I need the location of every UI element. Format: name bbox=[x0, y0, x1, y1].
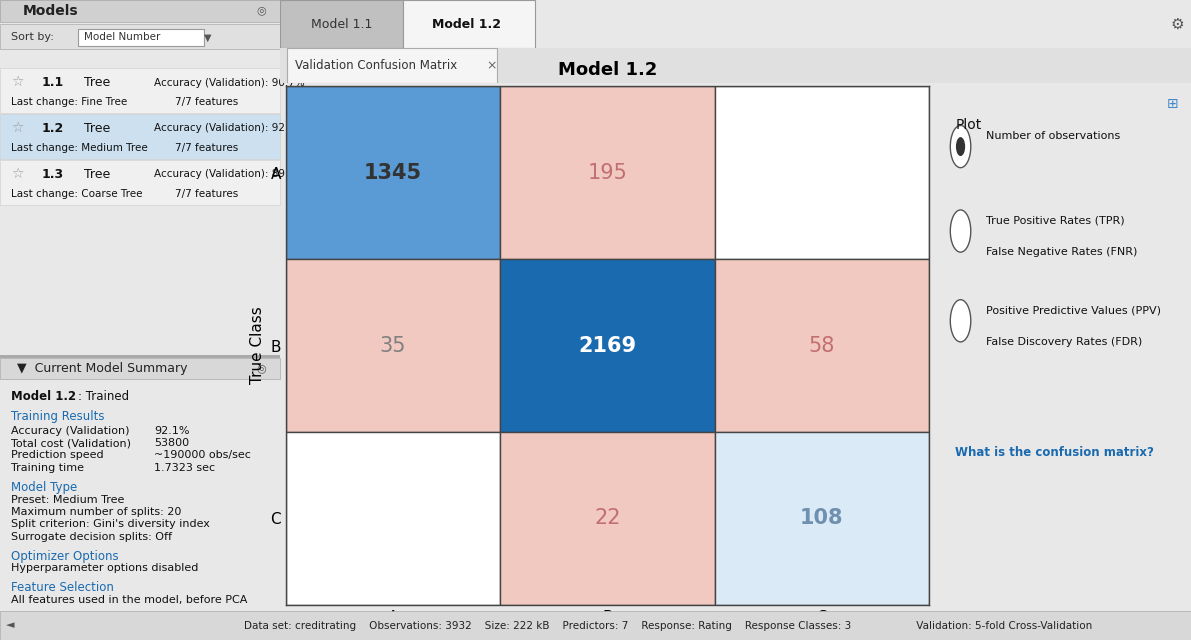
Text: Surrogate decision splits: Off: Surrogate decision splits: Off bbox=[11, 532, 173, 541]
Text: 58: 58 bbox=[809, 335, 835, 356]
Text: ☆: ☆ bbox=[11, 76, 24, 90]
Text: Model 1.1: Model 1.1 bbox=[311, 17, 373, 31]
Text: Maximum number of splits: 20: Maximum number of splits: 20 bbox=[11, 507, 181, 517]
Text: ×: × bbox=[486, 59, 497, 72]
Bar bbox=[0, 160, 280, 205]
Y-axis label: True Class: True Class bbox=[250, 307, 264, 385]
Text: Total cost (Validation): Total cost (Validation) bbox=[11, 438, 131, 448]
Bar bbox=[0, 355, 280, 358]
Text: Training Results: Training Results bbox=[11, 410, 105, 423]
Bar bbox=[500, 86, 715, 259]
Text: ☆: ☆ bbox=[11, 122, 24, 135]
Text: Positive Predictive Values (PPV): Positive Predictive Values (PPV) bbox=[986, 305, 1161, 316]
Text: 53800: 53800 bbox=[154, 438, 189, 448]
Text: Model Number: Model Number bbox=[83, 31, 161, 42]
Bar bbox=[500, 432, 715, 605]
Text: 92.1%: 92.1% bbox=[154, 426, 189, 436]
Text: Last change: Medium Tree: Last change: Medium Tree bbox=[11, 143, 148, 153]
Text: 1.3: 1.3 bbox=[42, 168, 64, 180]
Text: Tree: Tree bbox=[83, 76, 111, 89]
Text: ◄: ◄ bbox=[6, 621, 14, 630]
Text: ⊞: ⊞ bbox=[1166, 97, 1178, 111]
Text: 1345: 1345 bbox=[364, 163, 422, 183]
Text: 35: 35 bbox=[380, 335, 406, 356]
Text: 195: 195 bbox=[587, 163, 628, 183]
Text: 7/7 features: 7/7 features bbox=[175, 143, 238, 153]
Bar bbox=[0, 24, 280, 49]
Text: 7/7 features: 7/7 features bbox=[175, 189, 238, 199]
Text: Sort by:: Sort by: bbox=[11, 31, 54, 42]
Text: Accuracy (Validation): Accuracy (Validation) bbox=[11, 426, 130, 436]
Bar bbox=[715, 86, 929, 259]
Text: Training time: Training time bbox=[11, 463, 85, 472]
Text: False Discovery Rates (FDR): False Discovery Rates (FDR) bbox=[986, 337, 1142, 347]
FancyBboxPatch shape bbox=[79, 29, 205, 46]
Text: 1.1: 1.1 bbox=[42, 76, 64, 89]
Text: : Trained: : Trained bbox=[79, 390, 130, 403]
Text: Models: Models bbox=[23, 6, 79, 20]
Text: Tree: Tree bbox=[83, 122, 111, 135]
Text: ~190000 obs/sec: ~190000 obs/sec bbox=[154, 451, 251, 460]
Text: Tree: Tree bbox=[83, 168, 111, 180]
Text: False Negative Rates (FNR): False Negative Rates (FNR) bbox=[986, 247, 1137, 257]
Bar bbox=[0, 68, 280, 113]
Circle shape bbox=[956, 137, 965, 156]
Bar bbox=[715, 432, 929, 605]
Text: Feature Selection: Feature Selection bbox=[11, 582, 114, 595]
Text: Models: Models bbox=[23, 4, 79, 17]
Text: Split criterion: Gini's diversity index: Split criterion: Gini's diversity index bbox=[11, 520, 210, 529]
Text: ☆: ☆ bbox=[11, 167, 24, 181]
Text: Model 1.2: Model 1.2 bbox=[11, 390, 76, 403]
Circle shape bbox=[950, 210, 971, 252]
Text: ▼  Current Model Summary: ▼ Current Model Summary bbox=[17, 362, 187, 375]
Text: 1.7323 sec: 1.7323 sec bbox=[154, 463, 216, 472]
Bar bbox=[287, 48, 497, 83]
Bar bbox=[0, 115, 280, 159]
Text: Hyperparameter options disabled: Hyperparameter options disabled bbox=[11, 563, 199, 573]
Text: Model Type: Model Type bbox=[11, 481, 77, 494]
Text: 1.2: 1.2 bbox=[42, 122, 64, 135]
Text: ⚙: ⚙ bbox=[1171, 17, 1185, 31]
Bar bbox=[286, 86, 500, 259]
Text: Model 1.2: Model 1.2 bbox=[432, 17, 501, 31]
Text: Validation Confusion Matrix: Validation Confusion Matrix bbox=[295, 59, 457, 72]
Bar bbox=[286, 432, 500, 605]
Circle shape bbox=[950, 300, 971, 342]
Text: 7/7 features: 7/7 features bbox=[175, 97, 238, 107]
Text: Last change: Coarse Tree: Last change: Coarse Tree bbox=[11, 189, 143, 199]
Text: Optimizer Options: Optimizer Options bbox=[11, 550, 119, 563]
Text: ◎: ◎ bbox=[256, 8, 266, 19]
Text: All features used in the model, before PCA: All features used in the model, before P… bbox=[11, 595, 248, 605]
X-axis label: Predicted Class: Predicted Class bbox=[549, 630, 666, 640]
Bar bbox=[280, 0, 403, 48]
Text: Last change: Fine Tree: Last change: Fine Tree bbox=[11, 97, 127, 107]
Text: Plot: Plot bbox=[955, 118, 981, 132]
Text: ◎: ◎ bbox=[256, 364, 266, 374]
Text: ▼: ▼ bbox=[205, 32, 212, 42]
Bar bbox=[0, 0, 280, 22]
Title: Model 1.2: Model 1.2 bbox=[557, 61, 657, 79]
Bar bbox=[500, 259, 715, 432]
Text: True Positive Rates (TPR): True Positive Rates (TPR) bbox=[986, 216, 1124, 225]
Text: 22: 22 bbox=[594, 508, 621, 529]
Text: 108: 108 bbox=[800, 508, 843, 529]
Bar bbox=[715, 259, 929, 432]
Text: ◎: ◎ bbox=[256, 6, 266, 15]
Text: Accuracy (Validation): 92.1%: Accuracy (Validation): 92.1% bbox=[154, 124, 305, 133]
Text: Preset: Medium Tree: Preset: Medium Tree bbox=[11, 495, 125, 505]
Bar bbox=[0, 358, 280, 379]
Circle shape bbox=[950, 125, 971, 168]
Text: Prediction speed: Prediction speed bbox=[11, 451, 104, 460]
Text: What is the confusion matrix?: What is the confusion matrix? bbox=[955, 446, 1154, 460]
Text: Accuracy (Validation): 89.1%: Accuracy (Validation): 89.1% bbox=[154, 169, 305, 179]
Text: Number of observations: Number of observations bbox=[986, 131, 1121, 141]
Bar bbox=[403, 0, 535, 48]
Text: Accuracy (Validation): 90.7%: Accuracy (Validation): 90.7% bbox=[154, 77, 305, 88]
Bar bbox=[286, 259, 500, 432]
Bar bbox=[0, 0, 280, 21]
Text: 2169: 2169 bbox=[579, 335, 636, 356]
Text: Data set: creditrating    Observations: 3932    Size: 222 kB    Predictors: 7   : Data set: creditrating Observations: 393… bbox=[244, 621, 1092, 630]
